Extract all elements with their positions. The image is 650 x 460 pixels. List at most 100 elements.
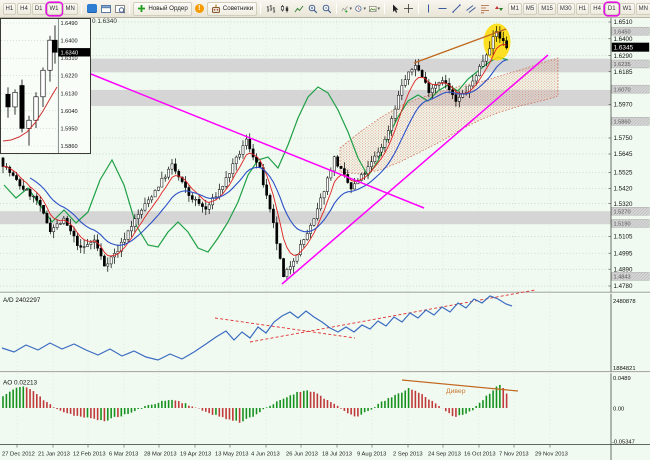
line-chart-button[interactable] <box>292 2 305 16</box>
trendline-icon <box>452 4 461 13</box>
svg-text:1.6450: 1.6450 <box>614 29 631 35</box>
zoom-out-icon <box>322 4 331 13</box>
horizontal-line-tool-button[interactable] <box>436 2 449 16</box>
tf-right-m5[interactable]: M5 <box>522 2 538 15</box>
tf-left-mn[interactable]: MN <box>62 2 78 15</box>
advisors-label: Советники <box>222 5 254 12</box>
warning-icon: ! <box>194 4 204 13</box>
svg-text:16 Oct 2013: 16 Oct 2013 <box>464 452 496 458</box>
toolbar-separator <box>260 3 262 14</box>
zoom-out-button[interactable] <box>320 2 333 16</box>
svg-text:1.5950: 1.5950 <box>61 126 78 132</box>
fibonacci-icon <box>480 4 489 13</box>
divergence-ao-line[interactable] <box>401 379 519 392</box>
svg-text:1.5860: 1.5860 <box>614 119 631 125</box>
tf-right-d1[interactable]: D1 <box>604 2 619 15</box>
tf-left-h1[interactable]: H1 <box>2 2 17 15</box>
svg-text:26 Jun 2013: 26 Jun 2013 <box>286 452 318 458</box>
ma-slow-line <box>29 59 507 246</box>
svg-text:18 Jul 2013: 18 Jul 2013 <box>322 452 352 458</box>
svg-text:29 Nov 2013: 29 Nov 2013 <box>535 452 568 458</box>
trendline-tool-button[interactable] <box>450 2 463 16</box>
svg-text:1.6400: 1.6400 <box>61 39 78 45</box>
periods-button[interactable]: ▾ <box>354 2 367 16</box>
svg-text:1.6040: 1.6040 <box>61 109 78 115</box>
time-axis: 27 Dec 2012 21 Jan 2013 12 Feb 2013 6 Mar 2… <box>2 444 568 458</box>
svg-text:0.0489: 0.0489 <box>613 376 631 382</box>
zoom-in-button[interactable] <box>306 2 319 16</box>
new-chart-icon <box>100 4 111 13</box>
tf-left-h4[interactable]: H4 <box>17 2 31 15</box>
inset-weekly-chart[interactable]: 1.6490 1.6400 1.6310 1.6220 1.6130 1.6040 1.59… <box>0 18 91 154</box>
tf-right-w1[interactable]: W1 <box>619 2 635 15</box>
ao-label: AO 0.02213 <box>3 380 38 387</box>
inset-grid: 1.6490 1.6400 1.6310 1.6220 1.6130 1.6040 1.59… <box>1 21 78 150</box>
ascending-magenta-trendline[interactable] <box>281 54 549 285</box>
crosshair-button[interactable] <box>402 2 415 16</box>
timeframe-toolbar-right: M1 M5 M15 M30 H1 H4 D1 W1 MN <box>507 2 650 15</box>
bar-chart-icon <box>266 4 275 13</box>
inset-current-price-chip <box>58 48 90 57</box>
current-price-chip-label: 1.6345 <box>614 45 634 52</box>
svg-text:-0.05347: -0.05347 <box>612 440 635 446</box>
expert-advisors-button[interactable]: Советники <box>206 1 258 16</box>
svg-text:1.6290: 1.6290 <box>614 53 633 60</box>
toolbar-separator <box>384 3 386 14</box>
toolbar-separator <box>336 3 338 14</box>
divergence-price-line[interactable] <box>413 28 507 64</box>
arrows-icon <box>494 6 503 11</box>
svg-text:1.6510: 1.6510 <box>614 19 633 26</box>
channel-tool-button[interactable] <box>464 2 477 16</box>
descending-magenta-trendline[interactable] <box>85 71 425 209</box>
cursor-button[interactable] <box>388 2 401 16</box>
vertical-line-tool-button[interactable] <box>422 2 435 16</box>
svg-text:1.6130: 1.6130 <box>61 91 78 97</box>
toolbar-separator <box>81 3 83 14</box>
fibonacci-tool-button[interactable] <box>478 2 491 16</box>
candlestick-chart-button[interactable] <box>278 2 291 16</box>
svg-text:1.6490: 1.6490 <box>61 21 78 27</box>
chart-profiles-button[interactable] <box>113 2 126 16</box>
horizontal-line-icon <box>438 8 447 9</box>
ad-line <box>1 295 513 361</box>
important-button[interactable]: ! <box>193 2 206 16</box>
ad-dashed-trendline[interactable] <box>214 317 356 339</box>
tf-right-m30[interactable]: M30 <box>556 2 575 15</box>
main-chart[interactable]: 0 1.6340 1.65101.64001.62901.61851.59701.… <box>0 18 650 460</box>
arrows-tool-button[interactable] <box>492 2 505 16</box>
svg-text:1.5270: 1.5270 <box>614 209 631 215</box>
bar-chart-button[interactable] <box>264 2 277 16</box>
ichimoku-cloud <box>339 57 559 175</box>
svg-text:13 May 2013: 13 May 2013 <box>215 452 249 458</box>
svg-text:1.4843: 1.4843 <box>614 275 631 281</box>
tf-right-h4[interactable]: H4 <box>590 2 604 15</box>
new-order-button[interactable]: Новый Ордер <box>133 1 192 16</box>
templates-button[interactable]: ▾ <box>368 2 381 16</box>
ad-label: A/D 2402297 <box>3 297 41 304</box>
green-index-line <box>3 56 509 253</box>
periods-clock-icon <box>355 5 362 12</box>
svg-text:2 Sep 2013: 2 Sep 2013 <box>393 452 423 458</box>
tf-left-w1[interactable]: W1 <box>46 2 62 15</box>
ad-indicator-panel: A/D 2402297 2480878 1884821 <box>1 289 636 372</box>
tf-right-m15[interactable]: M15 <box>538 2 556 15</box>
tf-left-d1[interactable]: D1 <box>31 2 46 15</box>
svg-text:6 Mar 2013: 6 Mar 2013 <box>109 452 138 458</box>
crosshair-icon <box>404 4 414 13</box>
divergence-annotation: Дивер <box>446 388 466 395</box>
tf-right-m1[interactable]: M1 <box>507 2 522 15</box>
toolbar-separator <box>129 3 131 14</box>
svg-text:19 Apr 2013: 19 Apr 2013 <box>180 452 211 458</box>
indicators-button[interactable]: ▾ <box>340 2 353 16</box>
svg-text:27 Dec 2012: 27 Dec 2012 <box>2 452 35 458</box>
indicators-icon <box>341 5 348 12</box>
svg-text:1.6400: 1.6400 <box>614 36 633 43</box>
tf-right-mn[interactable]: MN <box>635 2 650 15</box>
chat-button[interactable] <box>85 2 98 16</box>
svg-text:1.4890: 1.4890 <box>614 266 633 273</box>
tf-right-h1[interactable]: H1 <box>575 2 590 15</box>
inset-ma-line <box>2 86 58 142</box>
svg-text:1.6220: 1.6220 <box>61 74 78 80</box>
new-chart-button[interactable] <box>99 2 112 16</box>
